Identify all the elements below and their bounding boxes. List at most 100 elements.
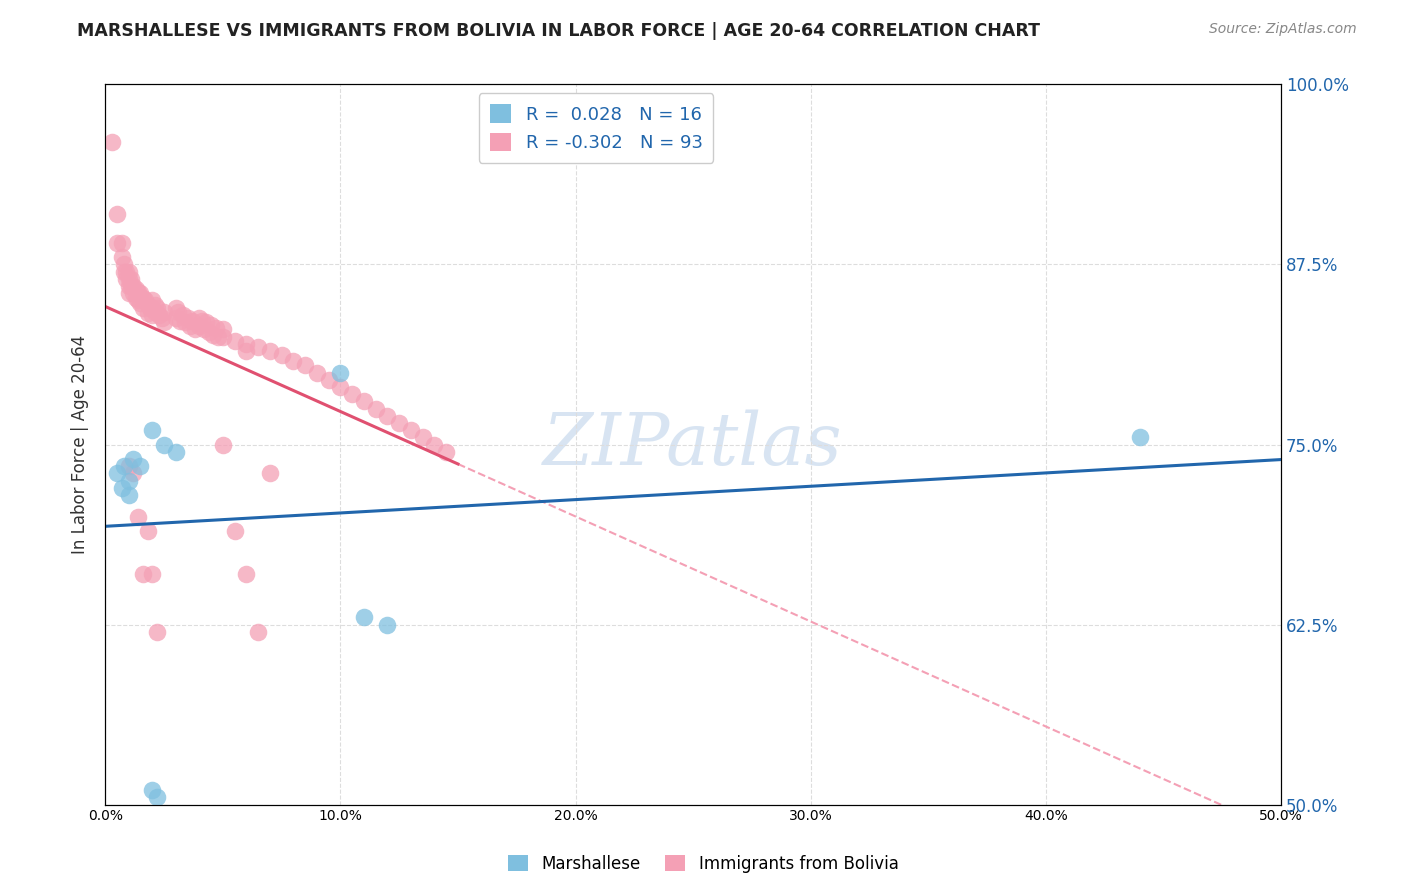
Point — [165, 301, 187, 315]
Point — [101, 135, 124, 149]
Point — [153, 437, 176, 451]
Point — [172, 308, 194, 322]
Point — [118, 474, 141, 488]
Point — [224, 524, 246, 538]
Point — [167, 305, 190, 319]
Point — [118, 272, 141, 286]
Point — [318, 373, 340, 387]
Point — [283, 354, 305, 368]
Point — [153, 315, 176, 329]
Point — [118, 459, 141, 474]
Point — [129, 296, 152, 310]
Point — [197, 325, 219, 339]
Point — [193, 322, 215, 336]
Point — [165, 310, 187, 325]
Point — [181, 313, 204, 327]
Point — [118, 265, 141, 279]
Point — [224, 334, 246, 348]
Point — [146, 301, 169, 315]
Point — [141, 293, 163, 308]
Point — [111, 250, 134, 264]
Point — [235, 567, 257, 582]
Point — [118, 286, 141, 301]
Point — [112, 265, 135, 279]
Point — [195, 315, 218, 329]
Point — [259, 467, 281, 481]
Point — [118, 488, 141, 502]
Point — [235, 336, 257, 351]
Point — [183, 322, 205, 336]
Y-axis label: In Labor Force | Age 20-64: In Labor Force | Age 20-64 — [72, 335, 89, 554]
Point — [188, 319, 211, 334]
Point — [399, 423, 422, 437]
Point — [141, 567, 163, 582]
Point — [120, 279, 142, 293]
Point — [190, 313, 212, 327]
Point — [122, 467, 145, 481]
Point — [207, 329, 229, 343]
Point — [165, 444, 187, 458]
Point — [132, 291, 155, 305]
Point — [141, 301, 163, 315]
Point — [127, 509, 149, 524]
Point — [146, 624, 169, 639]
Point — [146, 790, 169, 805]
Point — [118, 279, 141, 293]
Text: ZIPatlas: ZIPatlas — [543, 409, 844, 480]
Point — [153, 305, 176, 319]
Point — [141, 308, 163, 322]
Point — [202, 328, 225, 343]
Point — [141, 423, 163, 437]
Point — [412, 430, 434, 444]
Point — [143, 298, 166, 312]
Point — [132, 301, 155, 315]
Point — [204, 321, 226, 335]
Point — [143, 305, 166, 319]
Point — [211, 322, 233, 336]
Text: Source: ZipAtlas.com: Source: ZipAtlas.com — [1209, 22, 1357, 37]
Legend: R =  0.028   N = 16, R = -0.302   N = 93: R = 0.028 N = 16, R = -0.302 N = 93 — [478, 94, 713, 163]
Point — [148, 308, 170, 322]
Text: MARSHALLESE VS IMMIGRANTS FROM BOLIVIA IN LABOR FORCE | AGE 20-64 CORRELATION CH: MARSHALLESE VS IMMIGRANTS FROM BOLIVIA I… — [77, 22, 1040, 40]
Point — [364, 401, 387, 416]
Point — [329, 380, 352, 394]
Point — [127, 285, 149, 299]
Point — [136, 306, 159, 320]
Point — [125, 282, 148, 296]
Point — [105, 207, 128, 221]
Point — [129, 286, 152, 301]
Point — [136, 298, 159, 312]
Point — [247, 340, 270, 354]
Point — [179, 319, 201, 334]
Point — [132, 567, 155, 582]
Point — [129, 459, 152, 474]
Point — [200, 318, 222, 332]
Point — [136, 524, 159, 538]
Point — [122, 451, 145, 466]
Point — [377, 617, 399, 632]
Point — [115, 272, 138, 286]
Point — [259, 343, 281, 358]
Point — [211, 437, 233, 451]
Point — [105, 467, 128, 481]
Point — [423, 437, 446, 451]
Point — [111, 235, 134, 250]
Point — [112, 258, 135, 272]
Point — [122, 286, 145, 301]
Point — [112, 459, 135, 474]
Point — [294, 359, 316, 373]
Point — [134, 293, 156, 308]
Point — [176, 310, 198, 325]
Point — [235, 343, 257, 358]
Point — [329, 366, 352, 380]
Point — [305, 366, 328, 380]
Point — [111, 481, 134, 495]
Point — [188, 310, 211, 325]
Point — [122, 279, 145, 293]
Point — [150, 310, 173, 325]
Point — [377, 409, 399, 423]
Point — [1129, 430, 1152, 444]
Point — [247, 624, 270, 639]
Point — [174, 315, 197, 329]
Point — [125, 291, 148, 305]
